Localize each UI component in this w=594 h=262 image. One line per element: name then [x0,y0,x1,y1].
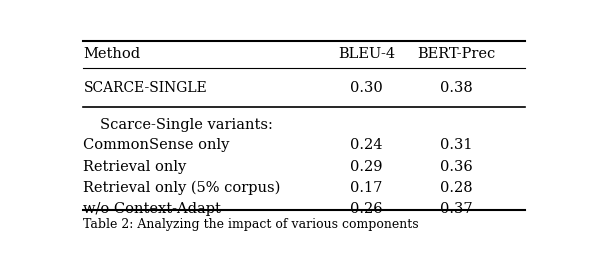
Text: w/o Context-Adapt: w/o Context-Adapt [83,202,222,216]
Text: Method: Method [83,47,141,61]
Text: Scarce-Single variants:: Scarce-Single variants: [100,118,273,132]
Text: Retrieval only (5% corpus): Retrieval only (5% corpus) [83,181,281,195]
Text: 0.31: 0.31 [440,138,473,152]
Text: 0.26: 0.26 [350,202,383,216]
Text: Retrieval only: Retrieval only [83,160,187,174]
Text: 0.17: 0.17 [350,181,383,195]
Text: 0.30: 0.30 [350,80,383,95]
Text: 0.37: 0.37 [440,202,473,216]
Text: BLEU-4: BLEU-4 [338,47,395,61]
Text: 0.28: 0.28 [440,181,473,195]
Text: 0.24: 0.24 [350,138,383,152]
Text: Table 2: Analyzing the impact of various components: Table 2: Analyzing the impact of various… [83,218,419,231]
Text: 0.38: 0.38 [440,80,473,95]
Text: SCARCE-SINGLE: SCARCE-SINGLE [83,80,207,95]
Text: BERT-Prec: BERT-Prec [417,47,495,61]
Text: CommonSense only: CommonSense only [83,138,230,152]
Text: 0.36: 0.36 [440,160,473,174]
Text: 0.29: 0.29 [350,160,383,174]
